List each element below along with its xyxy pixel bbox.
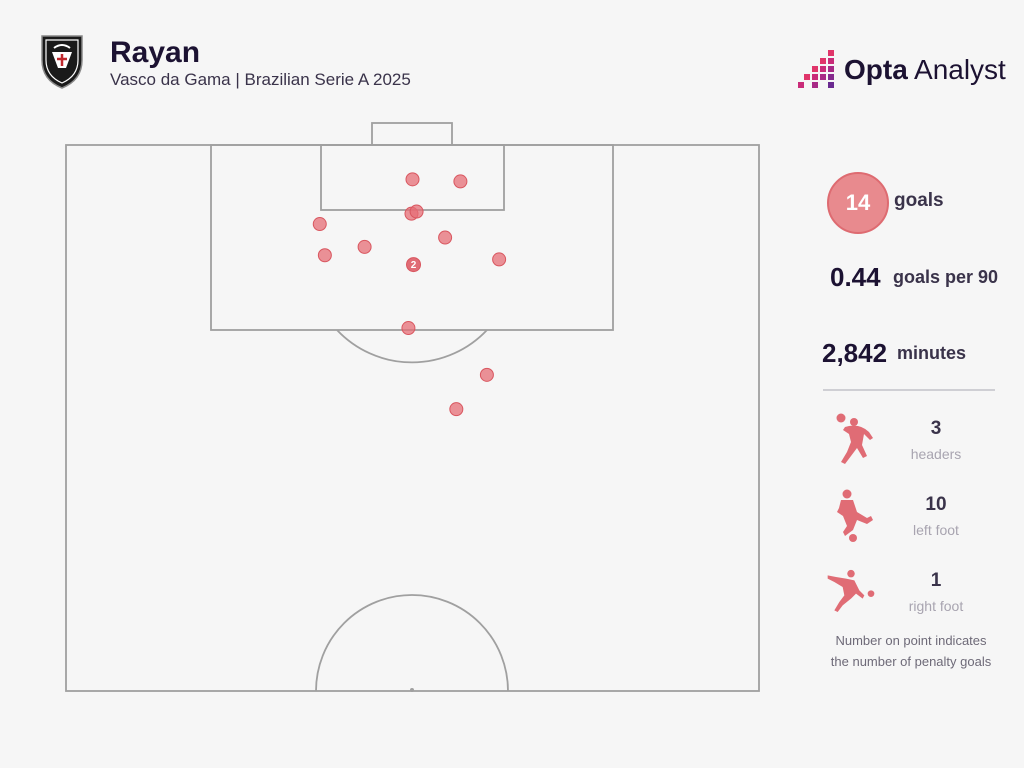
goals-per-90-label: goals per 90 xyxy=(893,267,999,287)
right-foot-player-icon xyxy=(827,569,875,612)
goals-per-90-value: 0.44 xyxy=(830,262,881,292)
shot-map-pitch: 2 xyxy=(65,122,760,692)
penalty-goals-label: 2 xyxy=(411,260,417,271)
headers-label: headers xyxy=(910,446,962,462)
goal-point xyxy=(438,230,453,245)
page-subtitle: Vasco da Gama | Brazilian Serie A 2025 xyxy=(110,70,411,89)
penalty-note: Number on point indicates the number of … xyxy=(806,630,1016,672)
club-crest-logo xyxy=(41,35,83,89)
right-foot-label: right foot xyxy=(908,598,964,614)
opta-analyst-logo: Opta Analyst xyxy=(798,48,1008,92)
header-player-icon xyxy=(836,413,873,464)
goal-point xyxy=(312,217,327,232)
minutes-value: 2,842 xyxy=(822,338,888,368)
minutes-label: minutes xyxy=(897,343,967,363)
pitch-outline xyxy=(65,144,760,692)
goal xyxy=(371,122,453,146)
right-foot-value: 1 xyxy=(930,570,942,591)
goal-point xyxy=(492,252,507,267)
goal-point xyxy=(479,367,494,382)
penalty-note-line-2: the number of penalty goals xyxy=(830,654,992,669)
centre-circle xyxy=(315,594,509,692)
headers-value: 3 xyxy=(930,418,942,439)
goal-point xyxy=(453,174,468,189)
left-foot-value: 10 xyxy=(925,494,947,515)
penalty-note-line-1: Number on point indicates xyxy=(835,633,987,648)
page-title: Rayan xyxy=(110,36,201,69)
shots-layer: 2 xyxy=(312,172,507,417)
goal-point xyxy=(357,239,372,254)
goals-label: goals xyxy=(894,190,944,211)
goal-point xyxy=(409,204,424,219)
goal-point xyxy=(317,248,332,263)
goals-count-badge: 14 xyxy=(827,172,889,234)
penalty-arc xyxy=(336,329,488,364)
left-foot-label: left foot xyxy=(913,522,959,538)
centre-spot xyxy=(410,688,414,692)
left-foot-player-icon xyxy=(837,489,873,542)
opta-analyst-wordmark: Opta Analyst xyxy=(844,54,1006,85)
goal-point xyxy=(405,172,420,187)
goal-point xyxy=(401,321,416,336)
opta-pixel-mark-icon xyxy=(798,50,834,88)
goal-point xyxy=(406,257,422,273)
stats-divider xyxy=(823,389,995,391)
goal-point xyxy=(449,402,464,417)
